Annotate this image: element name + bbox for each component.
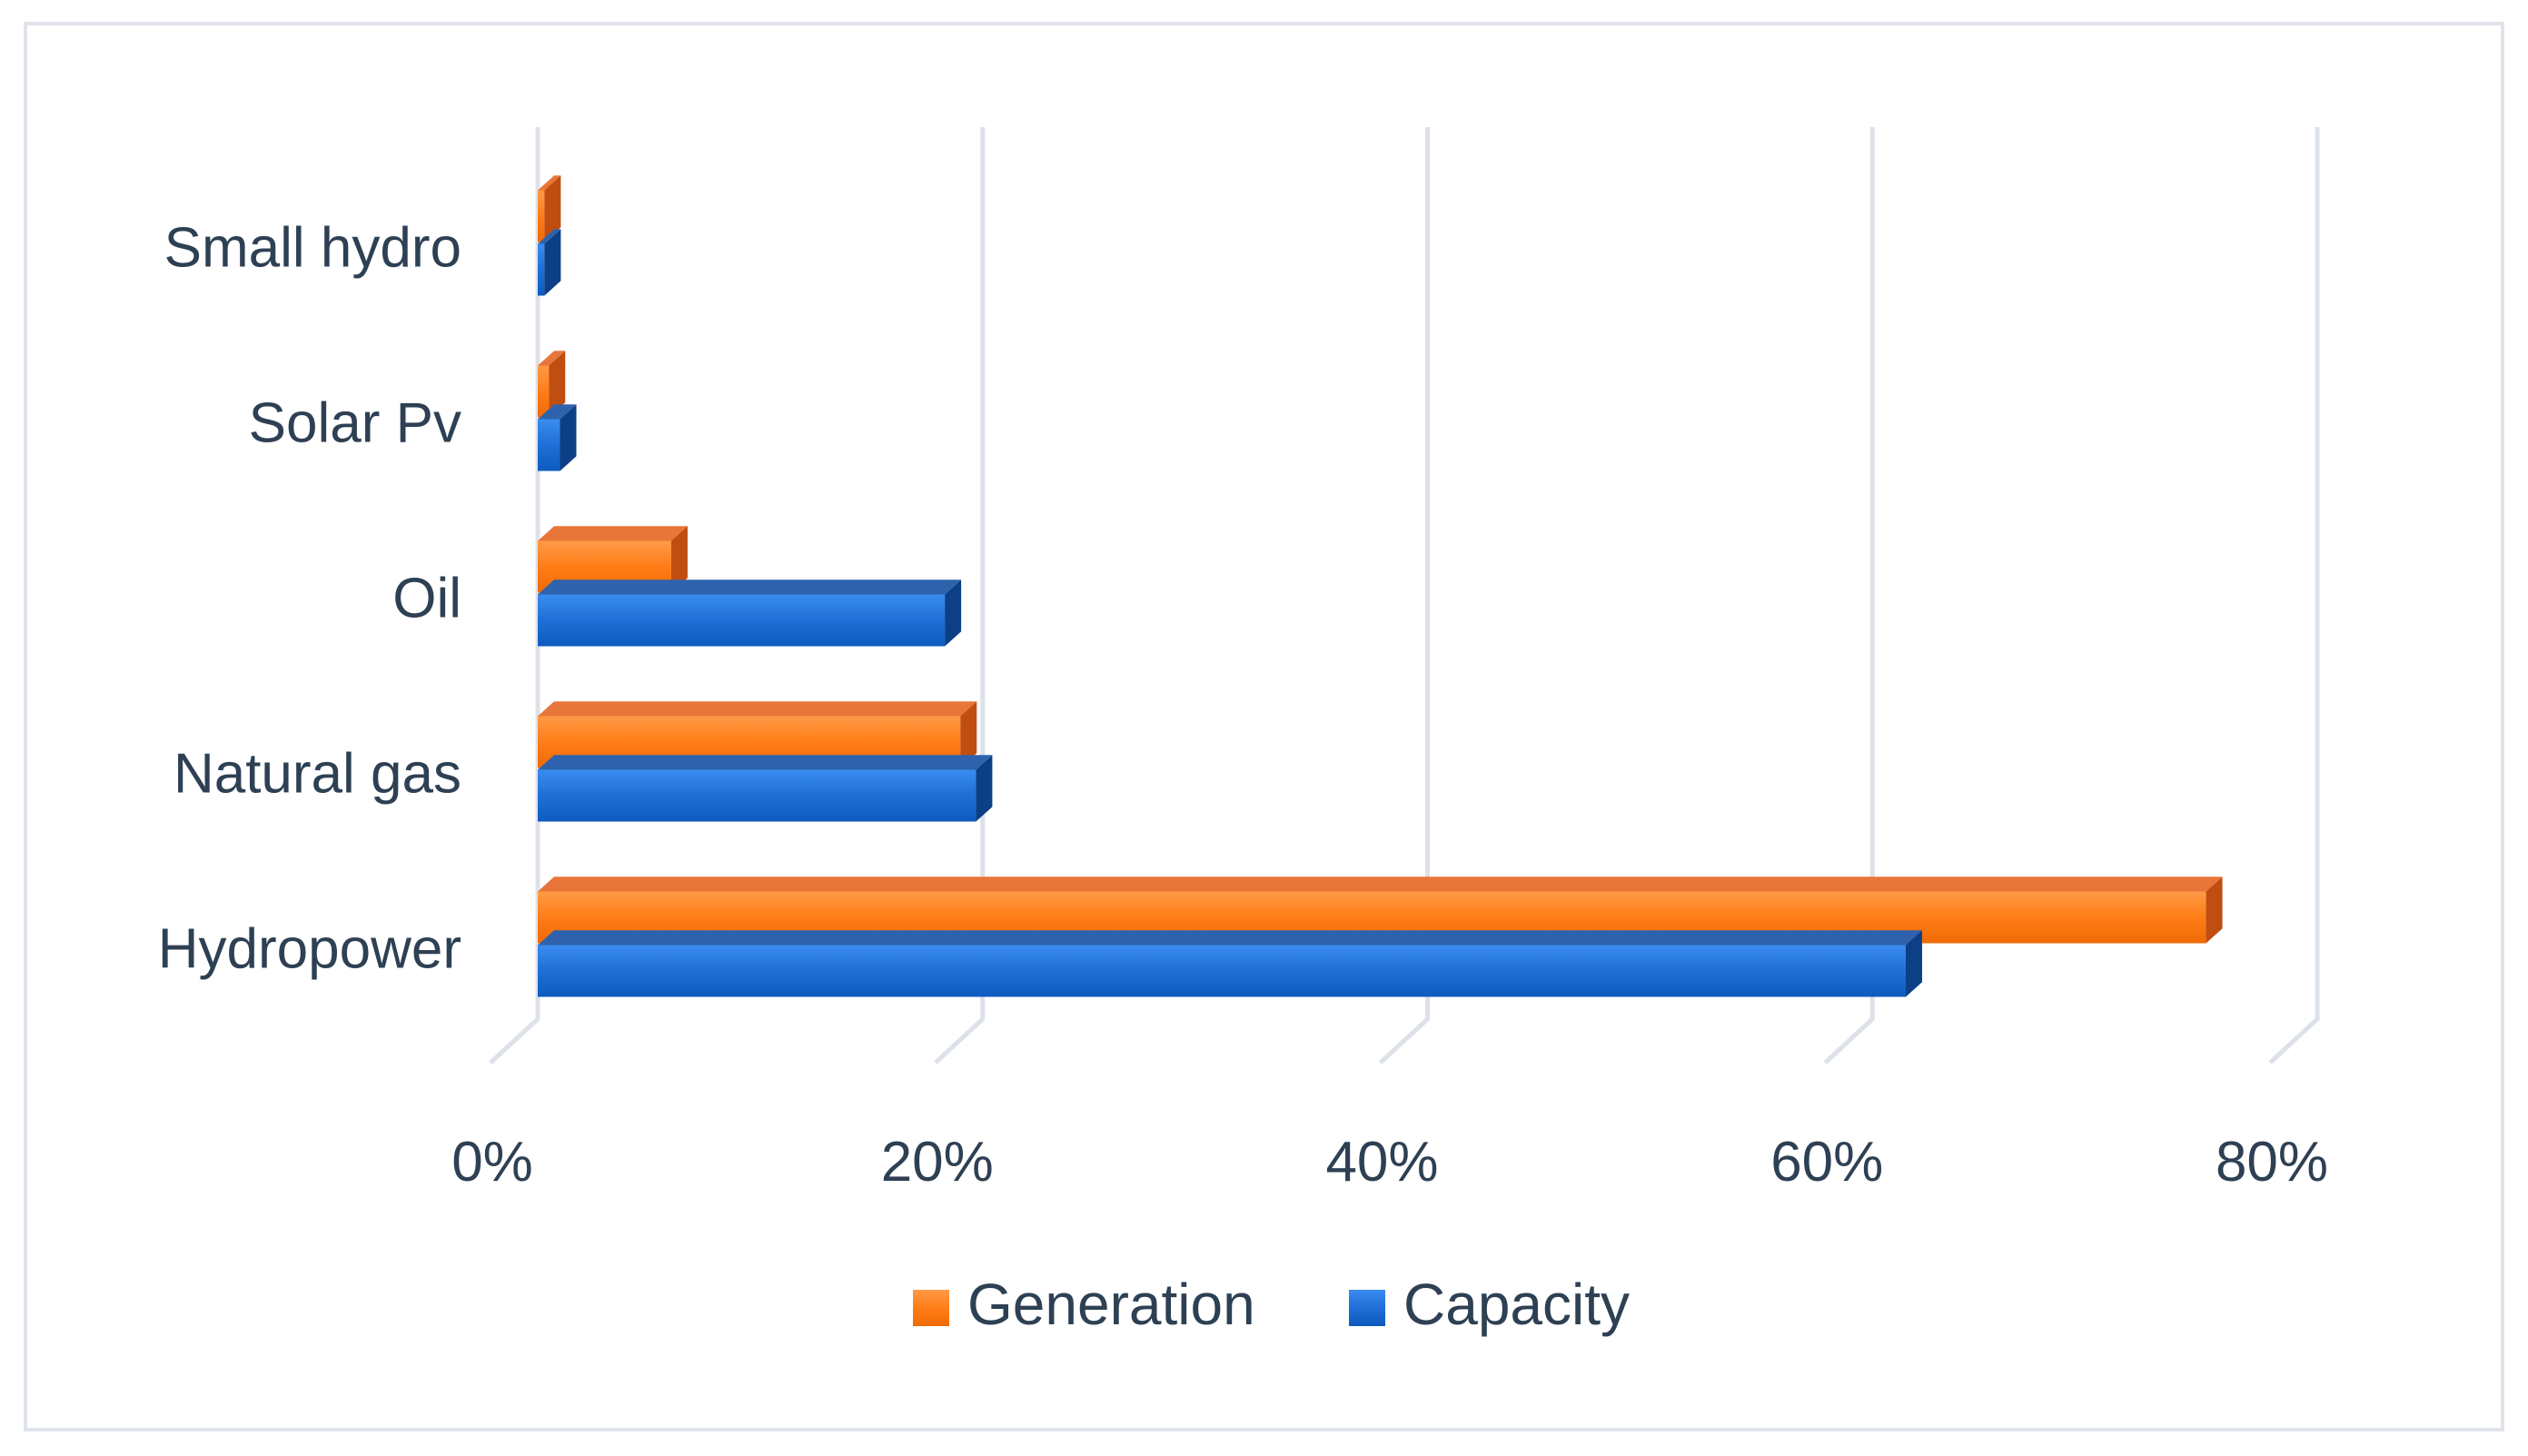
category-label-natural-gas: Natural gas <box>173 743 461 806</box>
gridline-80 <box>2268 127 2320 1065</box>
bar-capacity-oil <box>538 579 962 647</box>
legend: Generation Capacity <box>913 1272 1630 1337</box>
gridline-60 <box>1823 127 1875 1065</box>
gridline-40 <box>1378 127 1430 1065</box>
x-tick-label: 40% <box>1325 1131 1438 1194</box>
gridline-20 <box>934 127 986 1065</box>
category-label-hydropower: Hydropower <box>158 918 461 981</box>
bar-capacity-hydropower <box>538 930 1922 997</box>
x-tick-label: 60% <box>1770 1131 1883 1194</box>
bar-capacity-solar-pv <box>538 404 577 471</box>
legend-item-generation: Generation <box>913 1272 1255 1337</box>
legend-label-generation: Generation <box>967 1272 1255 1337</box>
bar-capacity-natural-gas <box>538 755 993 822</box>
legend-swatch-generation <box>913 1290 949 1326</box>
category-label-oil: Oil <box>392 568 461 630</box>
bar-capacity-small-hydro <box>538 229 561 296</box>
x-tick-label: 80% <box>2216 1131 2328 1194</box>
bars <box>538 175 2223 997</box>
category-label-small-hydro: Small hydro <box>164 217 461 280</box>
legend-item-capacity: Capacity <box>1349 1272 1630 1337</box>
legend-label-capacity: Capacity <box>1403 1272 1630 1337</box>
category-label-solar-pv: Solar Pv <box>249 392 461 455</box>
category-labels: Hydropower Natural gas Oil Solar Pv Small hy… <box>158 217 461 981</box>
bar-generation-small-hydro <box>538 175 561 243</box>
chart-frame <box>24 22 2504 1431</box>
legend-swatch-capacity <box>1349 1290 1385 1326</box>
x-tick-label: 0% <box>451 1131 533 1194</box>
bar-generation-solar-pv <box>538 351 566 418</box>
x-tick-label: 20% <box>881 1131 994 1194</box>
gridline-0 <box>489 127 540 1065</box>
x-axis: 0% 20% 40% 60% 80% <box>451 1131 2328 1194</box>
